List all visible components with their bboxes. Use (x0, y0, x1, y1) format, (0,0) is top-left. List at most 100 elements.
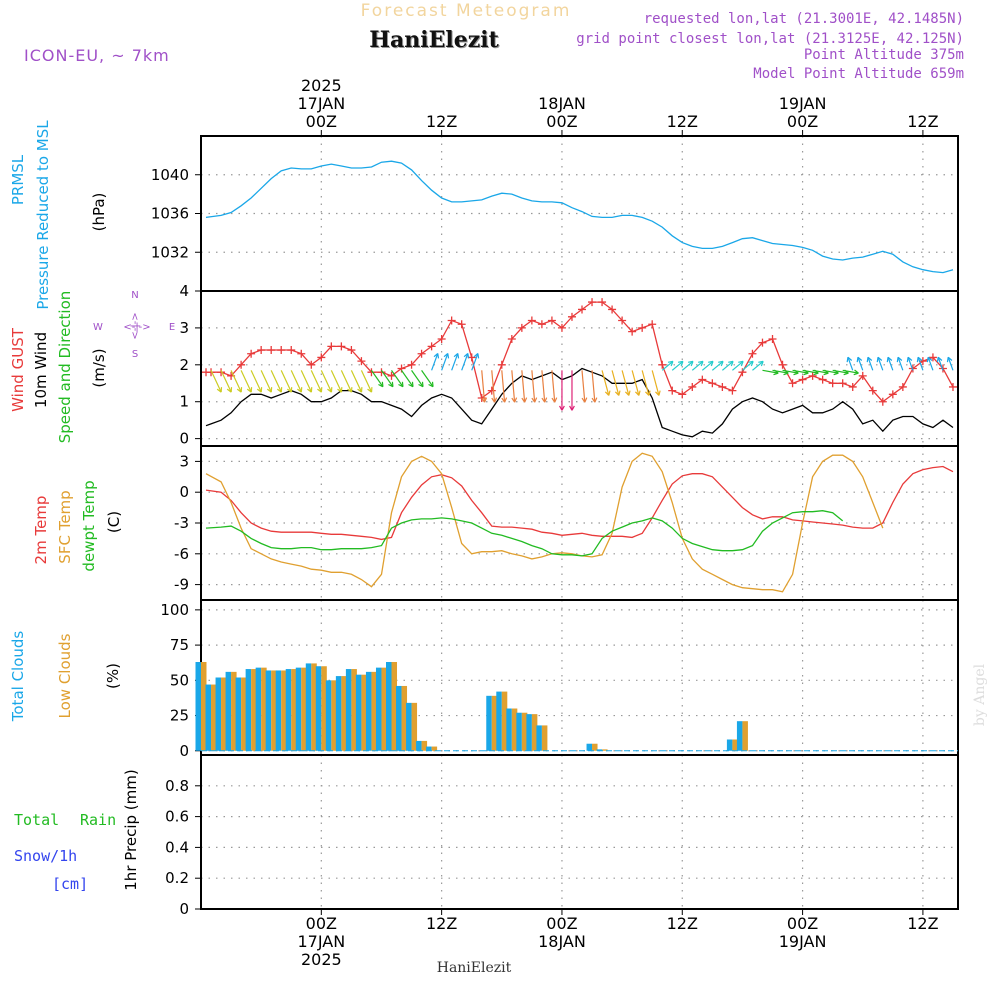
cloud-low-bar (311, 663, 317, 751)
wind-direction-arrow (926, 356, 934, 371)
pressure-label-unit: (hPa) (90, 193, 108, 232)
time-label-top: 12Z (426, 112, 457, 131)
cloud-total-bar (195, 662, 201, 751)
arrow-shaft (250, 370, 262, 393)
gust-marker (908, 364, 917, 373)
arrow-head (677, 360, 684, 367)
temp-labels: 2m Temp SFC Temp dewpt Temp (C) (32, 480, 123, 571)
gust-marker (387, 371, 396, 380)
wind-direction-arrow (260, 370, 273, 393)
arrow-shaft (310, 370, 322, 393)
wind-direction-arrow (210, 370, 223, 393)
wind-direction-arrow (866, 356, 874, 371)
ytick-label: -6 (174, 545, 189, 563)
temp-sfc-line (205, 452, 884, 593)
arrow-head (541, 397, 548, 403)
wind-direction-arrow (501, 370, 508, 403)
gust-marker (678, 390, 687, 399)
arrow-head (896, 356, 903, 363)
gust-marker (808, 371, 817, 380)
wind-direction-arrow (551, 370, 558, 403)
arrow-head (738, 360, 744, 367)
cloud-total-bar (516, 712, 522, 751)
wind-direction-arrow (411, 370, 424, 388)
cloud-low-bar (211, 684, 217, 751)
time-label-top: 00Z (787, 112, 818, 131)
wind-direction-arrow (846, 356, 854, 371)
gust-marker (557, 323, 566, 332)
watermark: by Angel (972, 663, 988, 726)
gust-marker (818, 375, 827, 384)
cloud-low-bar (491, 695, 498, 751)
arrow-shaft (290, 370, 302, 393)
arrow-shaft (611, 370, 620, 396)
wind-direction-arrow (421, 370, 434, 388)
gust-marker (598, 298, 607, 307)
cloud-label-unit: (%) (104, 663, 122, 689)
arrow-head (946, 356, 953, 363)
wind-label-unit: (m/s) (90, 348, 108, 387)
time-label-bottom: 2025 (301, 950, 342, 969)
arrow-shaft (877, 356, 884, 371)
arrow-shaft (721, 360, 734, 371)
gust-marker (648, 320, 657, 329)
time-label-bottom: 00Z (306, 914, 337, 933)
arrow-shaft (581, 370, 586, 403)
wind-direction-arrow (461, 352, 470, 371)
cloud-low-bar (531, 714, 538, 751)
cloud-low-bar (501, 691, 508, 751)
gust-marker (407, 360, 416, 369)
wind-direction-arrow (541, 370, 548, 403)
wind-direction-arrow (721, 360, 734, 371)
ytick-label: 0.4 (165, 838, 189, 856)
ytick-label: 4 (179, 282, 189, 300)
wind-direction-arrow (752, 360, 764, 371)
cloud-low-bar (391, 662, 398, 751)
cloud-low-bar (401, 685, 408, 751)
gust-marker (377, 368, 386, 377)
cloud-total-bar (225, 671, 232, 751)
gust-marker (547, 316, 556, 325)
wind-direction-arrow (391, 370, 404, 388)
wind-direction-arrow (250, 370, 263, 393)
arrow-head (698, 360, 704, 367)
time-label-top: 12Z (907, 112, 938, 131)
arrow-shaft (220, 370, 232, 393)
cloud-low-bar (592, 743, 598, 751)
cloud-low-bar (742, 721, 748, 751)
cloud-low-bar (261, 667, 267, 751)
arrow-head (614, 390, 621, 396)
arrow-head (645, 390, 651, 396)
arrow-head (569, 405, 575, 411)
arrow-head (307, 387, 313, 393)
gust-marker (738, 368, 747, 377)
cloud-low-bar (321, 666, 327, 751)
arrow-shaft (240, 370, 252, 393)
arrow-head (604, 390, 611, 396)
gust-marker (638, 323, 647, 332)
precip-labels: Total Rain Snow/1h [cm] 1hr Precip (mm) (14, 769, 140, 893)
arrow-head (378, 381, 384, 388)
cloud-low-bar (291, 669, 297, 751)
wind-direction-arrow (511, 370, 518, 403)
arrow-head (856, 356, 863, 363)
gust-marker (307, 360, 316, 369)
gust-marker (337, 342, 346, 351)
arrow-head (718, 360, 724, 367)
ytick-label: -3 (174, 514, 189, 532)
wind-direction-arrow (521, 370, 528, 403)
arrow-head (236, 387, 243, 393)
cloud-label-low: Low Clouds (56, 633, 74, 718)
wind-direction-arrow (701, 360, 714, 371)
time-label-top: 12Z (667, 112, 698, 131)
wind-direction-arrow (280, 370, 293, 393)
time-label-bottom: 17JAN (297, 932, 345, 951)
gust-marker (658, 360, 667, 369)
arrow-shaft (511, 370, 516, 403)
cloud-label-total: Total Clouds (9, 631, 27, 723)
arrow-shaft (772, 369, 789, 374)
arrow-shaft (471, 353, 479, 371)
cloud-total-bar (506, 708, 512, 751)
arrow-head (473, 352, 480, 359)
model-altitude: Model Point Altitude 659m (753, 66, 964, 82)
